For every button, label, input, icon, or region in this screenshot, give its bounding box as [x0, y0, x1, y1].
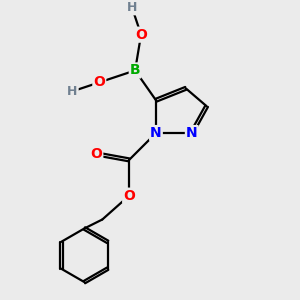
Text: N: N [186, 126, 197, 140]
Text: H: H [127, 1, 137, 14]
Text: O: O [135, 28, 147, 42]
Text: O: O [123, 189, 135, 203]
Text: N: N [150, 126, 162, 140]
Text: B: B [130, 63, 140, 77]
Text: O: O [90, 147, 102, 161]
Text: O: O [93, 75, 105, 89]
Text: H: H [67, 85, 78, 98]
